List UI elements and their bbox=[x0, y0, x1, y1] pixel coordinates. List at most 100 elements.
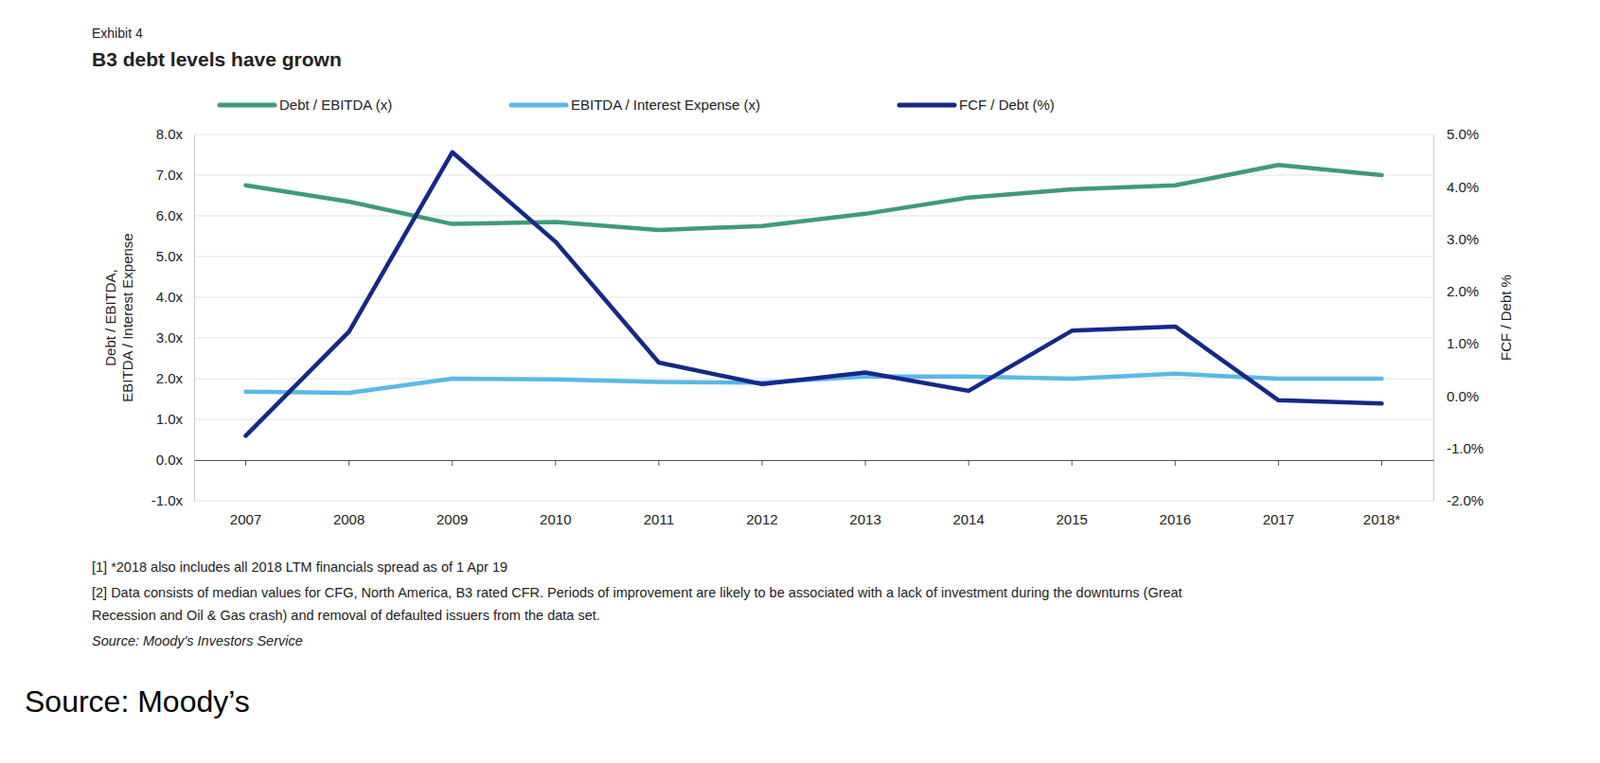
x-tick-mark bbox=[1174, 460, 1176, 466]
y2-tick-label: 4.0% bbox=[1446, 178, 1479, 196]
x-tick: 2008 bbox=[333, 460, 365, 528]
y-tick: 5.0x bbox=[156, 248, 195, 265]
y-tick: 8.0x bbox=[156, 125, 195, 143]
y-tick-label: -1.0x bbox=[151, 492, 184, 509]
y-tick: 3.0x bbox=[156, 329, 195, 346]
grid-line bbox=[194, 134, 1434, 136]
annotation: Recession and Oil & Gas crash) and remov… bbox=[91, 607, 601, 623]
y2-tick-label: 5.0% bbox=[1446, 125, 1479, 143]
y-tick-label: 8.0x bbox=[156, 125, 184, 143]
legend-label: EBITDA / Interest Expense (x) bbox=[570, 96, 761, 113]
y-tick-label: 0.0x bbox=[156, 451, 184, 468]
x-tick: 2015 bbox=[1056, 460, 1088, 528]
y2-tick-label: 3.0% bbox=[1446, 231, 1479, 248]
y2-tick-label: -1.0% bbox=[1446, 440, 1484, 457]
grid-line bbox=[194, 215, 1434, 217]
subtitle: Exhibit 4 bbox=[91, 25, 143, 41]
legend-swatch bbox=[219, 103, 275, 108]
x-tick: 2017 bbox=[1262, 460, 1295, 528]
annotation: Source: Moody’s bbox=[24, 684, 250, 719]
y-axis-title-line: Debt / EBITDA, bbox=[102, 268, 119, 367]
x-tick-label: 2010 bbox=[539, 511, 571, 528]
annotation: [1] *2018 also includes all 2018 LTM fin… bbox=[91, 559, 508, 575]
y-axis: -1.0x 0.0x 1.0x 2.0x 3.0x 4.0x 5.0x 6.0x 7.0x 8.0… bbox=[151, 125, 196, 509]
grid-line bbox=[194, 419, 1434, 421]
y-tick-label: 3.0x bbox=[156, 329, 184, 346]
x-tick-label: 2018* bbox=[1363, 511, 1401, 528]
title: B3 debt levels have grown bbox=[91, 48, 342, 71]
x-tick-mark bbox=[348, 460, 350, 466]
y2-tick: 2.0% bbox=[1433, 283, 1479, 300]
y2-tick-label: 2.0% bbox=[1446, 283, 1479, 300]
y2-tick-label: -2.0% bbox=[1446, 492, 1484, 509]
x-tick-mark bbox=[968, 460, 970, 466]
x-tick-mark bbox=[1071, 460, 1073, 466]
y2-axis-line bbox=[1433, 135, 1435, 502]
y2-tick: 0.0% bbox=[1433, 388, 1479, 405]
x-tick-label: 2012 bbox=[746, 511, 778, 528]
x-tick-mark bbox=[245, 460, 247, 466]
x-tick-mark bbox=[1278, 460, 1280, 466]
y2-tick: -1.0% bbox=[1433, 440, 1484, 457]
x-tick-mark bbox=[554, 460, 556, 466]
x-tick: 2014 bbox=[952, 460, 984, 528]
y2-tick-label: 0.0% bbox=[1446, 388, 1479, 405]
y-tick: 2.0x bbox=[156, 370, 195, 387]
x-tick: 2009 bbox=[436, 460, 468, 528]
x-tick: 2010 bbox=[539, 460, 571, 528]
x-tick: 2011 bbox=[643, 460, 675, 528]
grid bbox=[194, 134, 1434, 501]
x-tick-label: 2017 bbox=[1262, 511, 1295, 528]
annotation: [2] Data consists of median values for C… bbox=[91, 585, 1183, 601]
grid-line bbox=[194, 297, 1434, 299]
x-axis-line bbox=[195, 460, 1435, 462]
y-tick: -1.0x bbox=[151, 492, 195, 509]
x-tick: 2016 bbox=[1159, 460, 1192, 528]
y-tick: 7.0x bbox=[156, 166, 195, 183]
y2-tick: 1.0% bbox=[1433, 335, 1479, 352]
grid-line bbox=[194, 337, 1434, 339]
legend-item: Debt / EBITDA (x) bbox=[219, 96, 392, 113]
x-tick-label: 2011 bbox=[643, 511, 675, 528]
y-axis-title: Debt / EBITDA,EBITDA / Interest Expense bbox=[102, 232, 136, 402]
y-tick-label: 1.0x bbox=[156, 410, 184, 427]
y2-tick: 5.0% bbox=[1433, 125, 1479, 143]
x-tick: 2012 bbox=[746, 460, 778, 528]
series-line bbox=[246, 152, 1383, 437]
legend: Debt / EBITDA (x) EBITDA / Interest Expen… bbox=[219, 96, 1055, 113]
grid-line bbox=[194, 500, 1434, 502]
legend-label: FCF / Debt (%) bbox=[959, 96, 1055, 113]
x-tick-mark bbox=[761, 460, 763, 466]
x-tick: 2013 bbox=[849, 460, 881, 528]
x-tick-label: 2007 bbox=[230, 511, 262, 528]
y-axis-line bbox=[194, 135, 196, 502]
y2-tick: 4.0% bbox=[1433, 178, 1479, 196]
x-tick-label: 2009 bbox=[436, 511, 468, 528]
y2-tick-label: 1.0% bbox=[1446, 335, 1479, 352]
grid-line bbox=[194, 460, 1434, 462]
y-tick-label: 5.0x bbox=[156, 248, 184, 265]
x-tick: 2007 bbox=[230, 460, 262, 528]
y-tick: 0.0x bbox=[156, 451, 195, 468]
x-tick-mark bbox=[657, 460, 659, 466]
y2-tick: 3.0% bbox=[1433, 231, 1479, 248]
legend-swatch bbox=[899, 103, 955, 108]
y-axis-title-line: EBITDA / Interest Expense bbox=[119, 232, 136, 402]
y-tick-label: 7.0x bbox=[156, 166, 184, 183]
x-axis: 2007 2008 2009 2010 2011 2012 2013 2014 2015 2016… bbox=[195, 460, 1435, 528]
legend-item: EBITDA / Interest Expense (x) bbox=[511, 96, 761, 113]
x-tick: 2018* bbox=[1363, 460, 1401, 528]
legend-swatch bbox=[511, 103, 567, 108]
x-tick-mark bbox=[1381, 460, 1383, 466]
grid-line bbox=[194, 175, 1434, 177]
x-tick-label: 2016 bbox=[1159, 511, 1192, 528]
y-tick-label: 6.0x bbox=[156, 207, 184, 224]
legend-item: FCF / Debt (%) bbox=[899, 96, 1055, 113]
x-tick-label: 2013 bbox=[849, 511, 881, 528]
x-tick-mark bbox=[865, 460, 867, 466]
y-tick-label: 2.0x bbox=[156, 370, 184, 387]
annotation: Source: Moody's Investors Service bbox=[91, 633, 303, 649]
plot bbox=[246, 152, 1383, 437]
grid-line bbox=[194, 256, 1434, 258]
y-tick: 4.0x bbox=[156, 288, 195, 305]
